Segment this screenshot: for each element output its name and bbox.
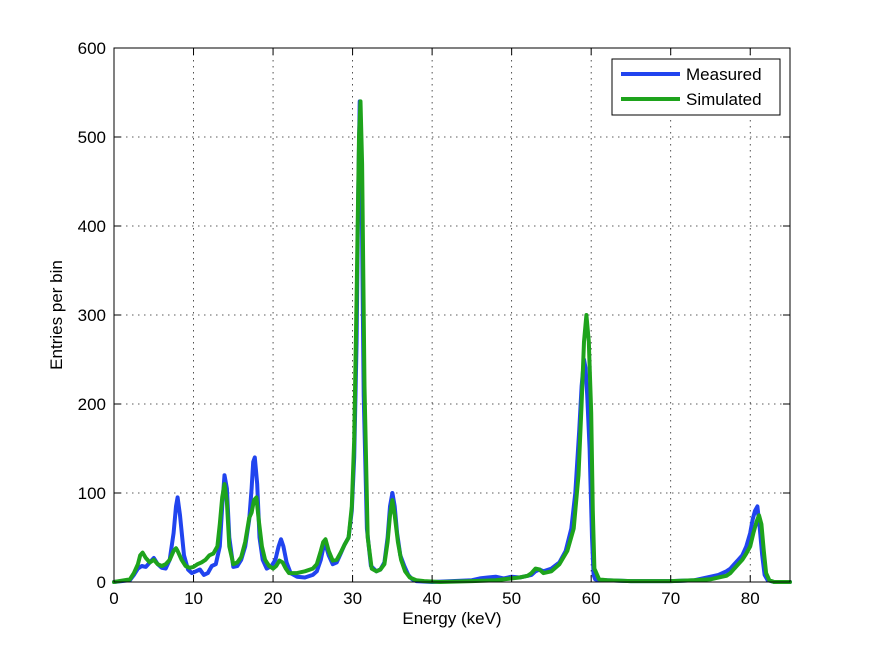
x-tick-label: 30: [343, 589, 362, 608]
x-tick-label: 60: [582, 589, 601, 608]
plot-background: [114, 48, 790, 582]
x-tick-label: 40: [423, 589, 442, 608]
legend-label-simulated: Simulated: [686, 90, 762, 109]
y-tick-label: 0: [97, 573, 106, 592]
x-tick-label: 10: [184, 589, 203, 608]
x-tick-label: 0: [109, 589, 118, 608]
legend-box: [611, 58, 781, 116]
x-tick-label: 50: [502, 589, 521, 608]
x-tick-label: 70: [661, 589, 680, 608]
series-layer: [112, 99, 792, 584]
legend: Measured Simulated: [611, 58, 781, 116]
series-line-simulated: [112, 99, 792, 584]
y-tick-label: 100: [78, 484, 106, 503]
x-axis-label: Energy (keV): [402, 609, 501, 628]
legend-label-measured: Measured: [686, 65, 762, 84]
y-tick-label: 200: [78, 395, 106, 414]
y-tick-label: 600: [78, 39, 106, 58]
x-tick-label: 20: [264, 589, 283, 608]
tick-layer: 0 10 20 30 40 50 60 70 80 0 100 200 300 400 500 600: [78, 39, 790, 608]
x-tick-label: 80: [741, 589, 760, 608]
y-tick-label: 400: [78, 217, 106, 236]
y-axis-label: Entries per bin: [47, 260, 66, 370]
y-tick-label: 500: [78, 128, 106, 147]
y-tick-label: 300: [78, 306, 106, 325]
